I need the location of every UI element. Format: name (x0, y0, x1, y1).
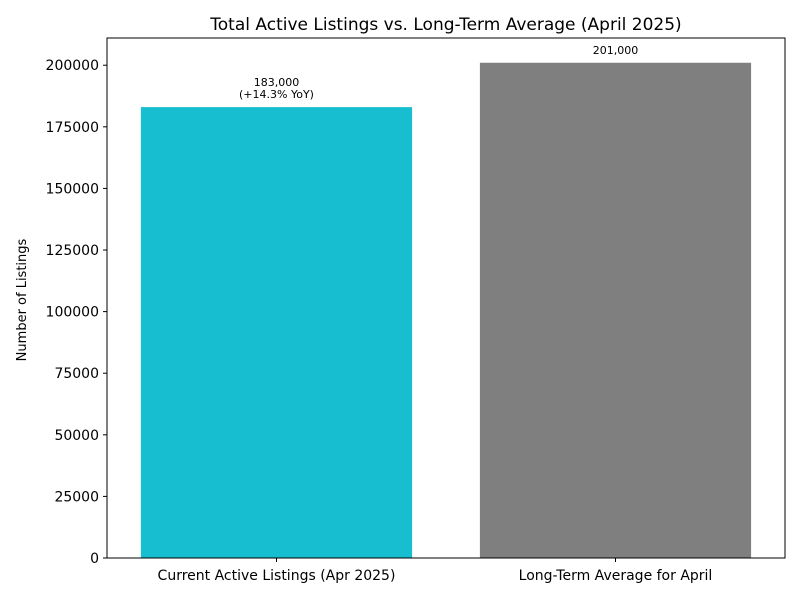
y-axis-label: Number of Listings (15, 238, 30, 361)
bar-2-data-label-line-1: 201,000 (593, 44, 639, 57)
y-tick-label-4: 100000 (46, 305, 99, 321)
y-tick-label-5: 125000 (46, 243, 99, 259)
y-tick-label-6: 150000 (46, 181, 99, 197)
y-tick-label-0: 0 (90, 551, 99, 567)
chart-title: Total Active Listings vs. Long-Term Aver… (209, 15, 681, 35)
x-tick-label-2: Long-Term Average for April (519, 568, 713, 584)
y-tick-label-2: 50000 (54, 428, 99, 444)
y-tick-label-1: 25000 (54, 489, 99, 505)
plot-area: 183,000(+14.3% YoY) Current Active Listin… (46, 37, 786, 584)
y-tick-label-7: 175000 (46, 120, 99, 136)
y-tick-label-8: 200000 (46, 58, 99, 74)
bar-1-data-label-line-1: 183,000 (254, 76, 300, 89)
x-tick-label-1: Current Active Listings (Apr 2025) (158, 568, 396, 584)
y-tick-label-3: 75000 (54, 366, 99, 382)
plot-frame (106, 37, 786, 559)
bar-2 (479, 62, 752, 558)
bar-1-data-label-line-2: (+14.3% YoY) (239, 88, 314, 101)
bar-1 (140, 107, 413, 559)
